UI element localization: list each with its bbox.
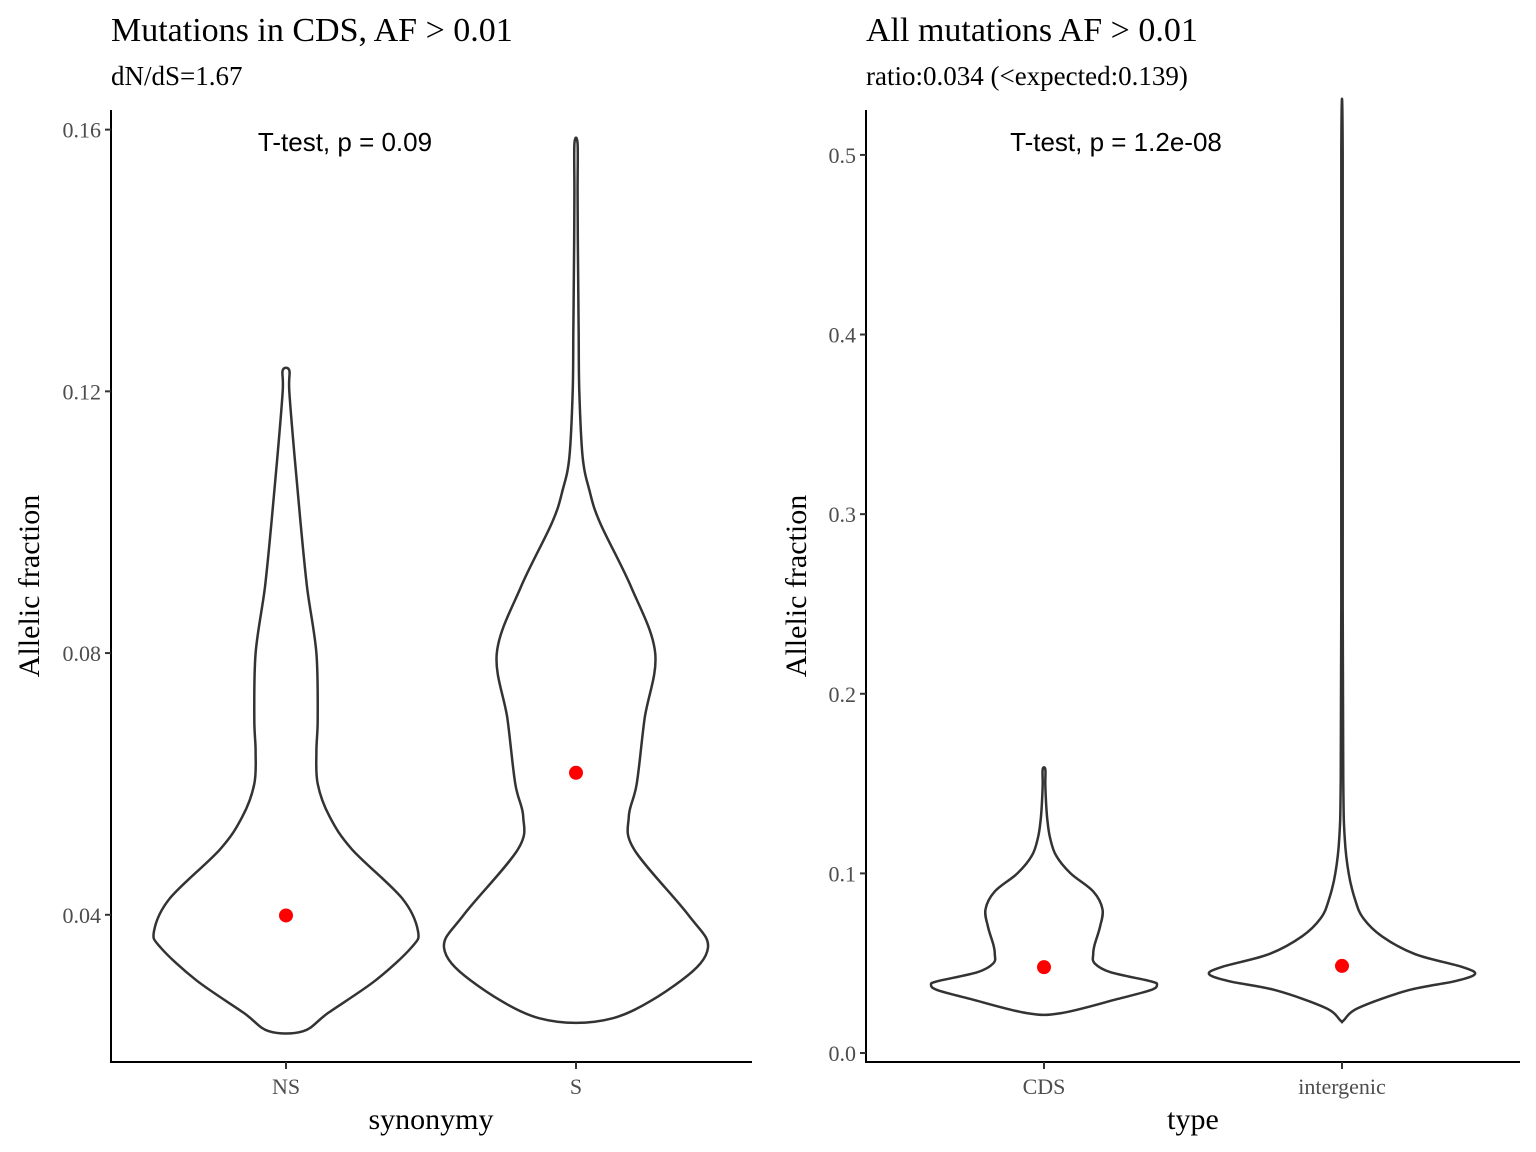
right-x-tick-label-cds: CDS bbox=[1023, 1074, 1066, 1099]
left-y-ticks: 0.04 0.08 0.12 0.16 bbox=[63, 118, 111, 928]
right-mean-points bbox=[1037, 958, 1349, 975]
left-violins bbox=[152, 136, 710, 1035]
right-x-tick-label-intergenic: intergenic bbox=[1298, 1074, 1386, 1099]
left-y-tick-label: 0.16 bbox=[63, 118, 102, 143]
left-chart-panel: Mutations in CDS, AF > 0.01 dN/dS=1.67 T… bbox=[13, 12, 752, 1136]
right-y-tick-label: 0.3 bbox=[829, 502, 857, 527]
left-chart-subtitle: dN/dS=1.67 bbox=[111, 61, 243, 91]
right-chart-panel: All mutations AF > 0.01 ratio:0.034 (<ex… bbox=[780, 12, 1520, 1136]
violin-intergenic bbox=[1207, 97, 1477, 1024]
violin-ns bbox=[152, 366, 420, 1035]
right-chart-ttest-annotation: T-test, p = 1.2e-08 bbox=[1010, 127, 1222, 157]
right-chart-title: All mutations AF > 0.01 bbox=[866, 12, 1198, 49]
left-chart-title: Mutations in CDS, AF > 0.01 bbox=[111, 12, 513, 49]
left-chart-ttest-annotation: T-test, p = 0.09 bbox=[258, 127, 432, 157]
left-x-axis-title: synonymy bbox=[368, 1103, 493, 1136]
right-violins bbox=[929, 97, 1477, 1024]
right-y-axis-title: Allelic fraction bbox=[780, 495, 813, 677]
left-x-tick-label-s: S bbox=[570, 1074, 582, 1099]
left-y-tick-label: 0.08 bbox=[63, 641, 102, 666]
right-y-tick-label: 0.5 bbox=[829, 143, 857, 168]
violin-s bbox=[442, 136, 710, 1025]
mean-point-intergenic bbox=[1335, 958, 1349, 973]
left-x-tick-label-ns: NS bbox=[272, 1074, 300, 1099]
right-chart-subtitle: ratio:0.034 (<expected:0.139) bbox=[866, 61, 1188, 91]
mean-point-ns bbox=[279, 908, 293, 923]
right-y-ticks: 0.0 0.1 0.2 0.3 0.4 0.5 bbox=[829, 143, 866, 1066]
violin-cds bbox=[929, 766, 1159, 1017]
left-y-tick-label: 0.12 bbox=[63, 379, 102, 404]
left-x-ticks: NS S bbox=[272, 1062, 582, 1099]
mean-point-s bbox=[569, 765, 583, 780]
left-y-axis-title: Allelic fraction bbox=[13, 495, 46, 677]
right-y-tick-label: 0.0 bbox=[829, 1041, 857, 1066]
right-x-axis-title: type bbox=[1167, 1103, 1219, 1136]
left-y-tick-label: 0.04 bbox=[63, 903, 102, 928]
right-y-tick-label: 0.2 bbox=[829, 682, 857, 707]
mean-point-cds bbox=[1037, 960, 1051, 975]
right-y-tick-label: 0.1 bbox=[829, 861, 857, 886]
right-y-tick-label: 0.4 bbox=[829, 323, 857, 348]
right-x-ticks: CDS intergenic bbox=[1023, 1062, 1386, 1099]
left-mean-points bbox=[279, 765, 583, 923]
